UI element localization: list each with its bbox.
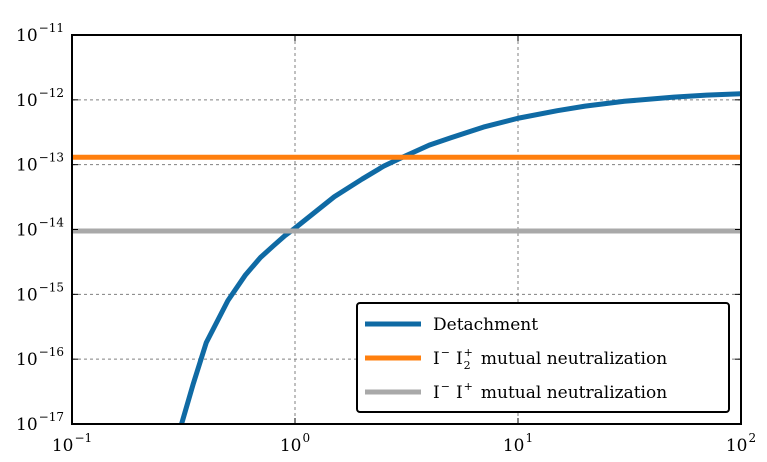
x-tick-label-base: 10 [726,436,748,456]
legend-ion-a: I [433,383,440,403]
y-tick-label-base: 10 [16,156,38,176]
x-tick-label: 10 −1 [52,431,92,456]
legend-ion-b-charge: + [464,346,473,359]
x-tick-label: 10 0 [280,431,310,456]
y-tick-label: 10 −16 [16,345,64,370]
x-tick-label-exponent: 0 [303,431,311,445]
y-tick-label-base: 10 [16,26,38,46]
x-tick-label-base: 10 [280,436,302,456]
y-tick-label-base: 10 [16,415,38,435]
y-tick-label-base: 10 [16,91,38,111]
series-group [72,91,741,424]
y-tick-label-exponent: −13 [39,151,64,165]
x-tick-label-exponent: −1 [74,431,92,445]
legend-ion-a-charge: − [441,346,450,359]
legend-label-text: mutual neutralization [481,383,667,403]
y-tick-label-base: 10 [16,285,38,305]
y-tick-label: 10 −14 [16,216,64,241]
legend-label-1: I − I 2+ mutual neutralization [433,346,667,372]
legend-ion-a-charge: − [441,380,450,393]
legend-label-0: Detachment [433,315,538,335]
legend-ion-b: I [456,383,463,403]
legend-ion-a: I [433,349,440,369]
y-tick-label: 10 −11 [16,21,64,46]
y-tick-label: 10 −12 [16,86,64,111]
y-tick-label-exponent: −11 [39,21,64,35]
x-tick-label-base: 10 [52,436,74,456]
legend-ion-b: I [456,349,463,369]
y-tick-label-exponent: −17 [39,410,64,424]
x-tick-label-exponent: 2 [749,431,757,445]
y-tick-label-exponent: −12 [39,86,64,100]
x-tick-label: 10 2 [726,431,756,456]
y-tick-label-exponent: −15 [39,280,64,294]
y-tick-label-base: 10 [16,221,38,241]
y-tick-label-exponent: −14 [39,216,65,230]
legend-ion-b-charge: + [464,380,473,393]
legend-ion-b-subscript: 2 [464,359,471,372]
y-tick-label-base: 10 [16,350,38,370]
y-tick-label-exponent: −16 [39,345,64,359]
y-tick-label: 10 −17 [16,410,64,435]
x-tick-label-exponent: 1 [526,431,534,445]
series-line-0 [179,91,741,424]
x-tick-label: 10 1 [503,431,533,456]
legend-label-text: mutual neutralization [481,349,667,369]
legend-box [356,302,730,413]
y-tick-label: 10 −15 [16,280,64,305]
y-tick-label: 10 −13 [16,151,64,176]
x-tick-label-base: 10 [503,436,525,456]
legend-label-2: I − I + mutual neutralization [433,380,667,403]
